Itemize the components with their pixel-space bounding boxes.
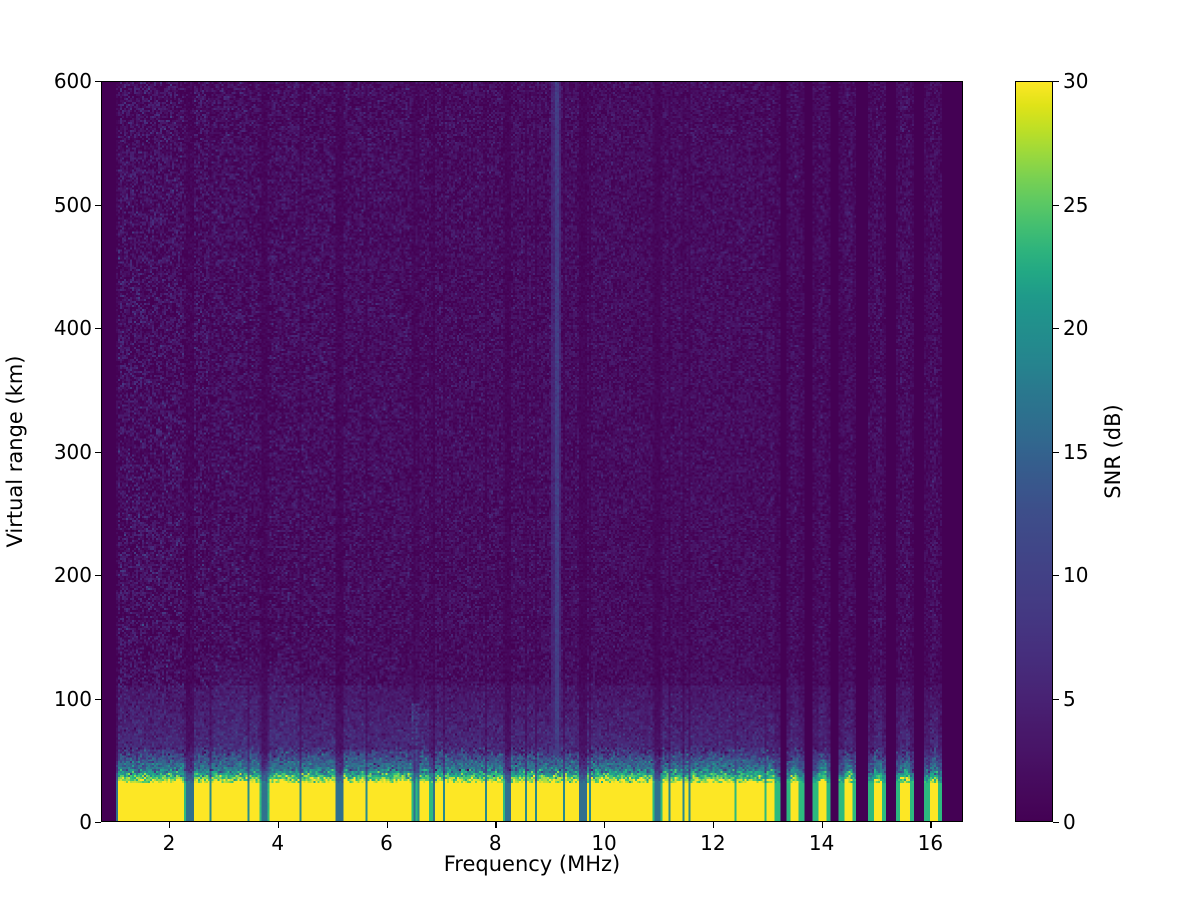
colorbar-tick-label: 0 bbox=[1063, 810, 1076, 834]
y-tick-label: 200 bbox=[53, 563, 92, 587]
colorbar-tick-label: 20 bbox=[1063, 316, 1089, 340]
y-axis-label: Virtual range (km) bbox=[3, 355, 27, 548]
y-tick-label: 100 bbox=[53, 686, 92, 711]
x-tick-mark bbox=[495, 822, 497, 828]
x-tick-label: 8 bbox=[488, 831, 502, 855]
x-axis-label: Frequency (MHz) bbox=[443, 852, 621, 876]
colorbar-tick-mark bbox=[1053, 698, 1059, 700]
x-tick-mark bbox=[386, 822, 388, 828]
x-tick-mark bbox=[277, 822, 280, 828]
x-tick-label: 4 bbox=[271, 831, 285, 855]
y-tick-mark bbox=[95, 575, 101, 577]
x-tick-label: 2 bbox=[162, 831, 176, 855]
x-tick-label: 16 bbox=[917, 831, 944, 855]
y-tick-label: 400 bbox=[53, 316, 92, 340]
y-axis-ticks: 0 100 200 300 400 500 600 bbox=[54, 69, 963, 834]
colorbar-tick-label: 10 bbox=[1063, 563, 1089, 587]
colorbar-tick-mark bbox=[1053, 451, 1059, 453]
colorbar-tick-mark bbox=[1053, 328, 1059, 330]
colorbar-ticks: 0 5 10 15 20 25 30 bbox=[1015, 69, 1088, 834]
colorbar-tick-label: 15 bbox=[1063, 439, 1089, 464]
colorbar-tick-label: 25 bbox=[1063, 192, 1089, 217]
y-tick-mark bbox=[95, 204, 101, 206]
x-axis-ticks: 2 4 6 8 10 12 14 16 bbox=[101, 81, 963, 855]
x-tick-label: 12 bbox=[700, 831, 726, 855]
y-tick-mark bbox=[95, 328, 101, 330]
y-tick-label: 600 bbox=[53, 69, 92, 93]
x-tick-label: 10 bbox=[591, 831, 617, 855]
y-tick-mark bbox=[95, 451, 101, 453]
x-tick-mark bbox=[821, 822, 823, 828]
y-tick-label: 500 bbox=[53, 192, 92, 217]
colorbar-tick-label: 5 bbox=[1063, 686, 1076, 711]
snr-colorbar bbox=[1015, 81, 1053, 822]
colorbar-tick-mark bbox=[1053, 575, 1059, 577]
y-tick-mark bbox=[95, 698, 101, 700]
x-tick-label: 14 bbox=[808, 831, 835, 855]
colorbar-tick-mark bbox=[1053, 204, 1059, 206]
x-tick-mark bbox=[712, 822, 715, 828]
x-tick-mark bbox=[604, 822, 606, 828]
x-tick-mark bbox=[168, 822, 171, 828]
x-tick-mark bbox=[930, 822, 932, 828]
ionogram-plot-area[interactable] bbox=[101, 81, 963, 822]
colorbar-tick-mark bbox=[1053, 822, 1059, 824]
y-tick-mark bbox=[95, 81, 101, 83]
y-tick-label: 0 bbox=[79, 810, 92, 834]
colorbar-tick-mark bbox=[1053, 81, 1059, 83]
colorbar-label: SNR (dB) bbox=[1101, 404, 1125, 499]
x-tick-label: 6 bbox=[380, 831, 393, 855]
colorbar-tick-label: 30 bbox=[1063, 69, 1089, 93]
y-tick-mark bbox=[95, 822, 101, 824]
y-tick-label: 300 bbox=[53, 439, 92, 464]
ionogram-heatmap bbox=[102, 82, 962, 821]
